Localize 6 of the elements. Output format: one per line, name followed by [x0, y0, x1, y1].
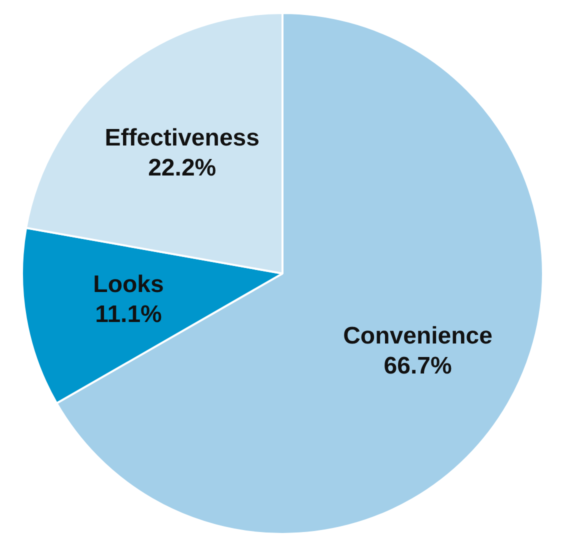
slice-label: Looks [93, 271, 164, 298]
data-label: 22.2% [148, 154, 216, 182]
data-label: 66.7% [384, 352, 452, 380]
data-label: 11.1% [95, 301, 162, 328]
slice-label: Effectiveness [104, 124, 260, 152]
slice-label: Convenience [343, 322, 492, 350]
